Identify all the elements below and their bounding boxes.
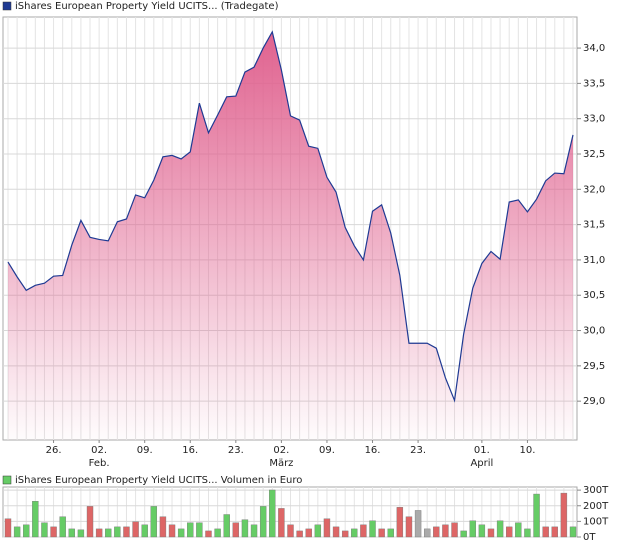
volume-bar	[533, 493, 540, 538]
volume-bar	[232, 522, 240, 538]
volume-bar	[68, 528, 75, 538]
volume-bar	[351, 528, 358, 538]
volume-bar	[460, 530, 467, 538]
x-tick-label: 16.	[365, 445, 381, 456]
volume-bar	[314, 524, 322, 538]
x-tick-label: 02.	[91, 445, 107, 456]
volume-bar	[515, 522, 522, 538]
y-tick-label: 29,0	[583, 396, 605, 407]
volume-bar	[433, 526, 440, 538]
volume-bar	[442, 524, 449, 538]
volume-bar	[123, 526, 130, 538]
x-tick-label: 10.	[519, 445, 535, 456]
volume-bar	[250, 524, 258, 538]
area	[8, 31, 573, 441]
volume-bar	[105, 528, 112, 538]
y-tick-label: 31,5	[583, 220, 605, 231]
volume-bar	[423, 528, 431, 538]
volume-bar	[196, 522, 203, 538]
x-tick-label: 23.	[410, 445, 426, 456]
volume-bar	[487, 528, 495, 538]
y-tick-label: 30,5	[583, 290, 605, 301]
volume-bar	[50, 526, 57, 538]
x-tick-label: 09.	[137, 445, 153, 456]
y-tick-label: 100T	[583, 516, 609, 527]
volume-bar	[360, 524, 367, 538]
volume-bar	[396, 507, 404, 538]
volume-bar	[506, 526, 513, 538]
volume-bar	[32, 501, 39, 538]
volume-bar	[95, 528, 103, 538]
volume-bar	[187, 522, 194, 538]
volume-bar	[469, 520, 476, 538]
y-tick-label: 32,5	[583, 149, 605, 160]
legend-title: iShares European Property Yield UCITS...…	[15, 1, 279, 12]
volume-bar	[86, 506, 94, 538]
volume-bar	[414, 510, 422, 538]
volume-bar	[278, 508, 285, 538]
volume-bar	[241, 519, 249, 538]
x-tick-label: 09.	[319, 445, 335, 456]
volume-bar	[114, 526, 121, 538]
volume-bar	[378, 528, 385, 538]
volume-bar	[168, 524, 176, 538]
volume-bar	[141, 524, 148, 538]
volume-bar	[287, 524, 294, 538]
volume-bar	[77, 529, 85, 538]
x-month-label: April	[470, 458, 493, 469]
volume-bar	[23, 524, 30, 538]
volume-bar	[159, 516, 167, 538]
volume-bar	[150, 506, 158, 538]
y-tick-label: 32,0	[583, 184, 605, 195]
volume-bar	[223, 514, 230, 538]
y-tick-label: 0T	[583, 532, 596, 543]
legend-marker	[2, 1, 12, 11]
volume-bar	[41, 522, 48, 538]
volume-bar	[496, 520, 504, 538]
legend-marker	[2, 475, 12, 485]
volume-bar	[323, 518, 331, 538]
volume-bar	[551, 526, 558, 538]
y-tick-label: 31,0	[583, 255, 605, 266]
volume-bar	[451, 522, 458, 538]
price-line	[7, 30, 574, 403]
y-tick-label: 200T	[583, 501, 609, 512]
legend-title: iShares European Property Yield UCITS...…	[15, 475, 302, 486]
volume-bar	[369, 520, 376, 538]
volume-bar	[305, 528, 312, 538]
volume-bar	[4, 518, 12, 538]
volume-bar	[214, 528, 221, 538]
volume-bar	[332, 526, 340, 538]
volume-bar	[205, 530, 212, 538]
y-tick-label: 33,5	[583, 78, 605, 89]
y-tick-label: 29,5	[583, 361, 605, 372]
x-tick-label: 26.	[46, 445, 62, 456]
volume-bar	[59, 516, 66, 538]
volume-bar	[177, 528, 185, 538]
y-tick-label: 33,0	[583, 114, 605, 125]
volume-bar	[405, 516, 413, 538]
volume-bar	[259, 506, 267, 538]
x-tick-label: 02.	[273, 445, 289, 456]
volume-bar	[560, 492, 568, 538]
volume-bar	[542, 526, 549, 538]
volume-bar	[13, 526, 21, 538]
volume-bar	[569, 526, 577, 538]
x-tick-label: 23.	[228, 445, 244, 456]
x-month-label: Feb.	[89, 458, 110, 469]
x-month-label: März	[269, 458, 293, 469]
y-tick-label: 34,0	[583, 43, 605, 54]
volume-bar	[387, 528, 394, 538]
x-tick-label: 01.	[474, 445, 490, 456]
volume-bar	[132, 521, 139, 538]
volume-bar	[296, 530, 303, 538]
x-tick-label: 16.	[182, 445, 198, 456]
volume-bar	[524, 528, 531, 538]
y-tick-label: 300T	[583, 485, 609, 496]
volume-bar	[269, 489, 276, 538]
y-tick-label: 30,0	[583, 326, 605, 337]
volume-bar	[341, 530, 349, 538]
volume-bar	[478, 524, 486, 538]
